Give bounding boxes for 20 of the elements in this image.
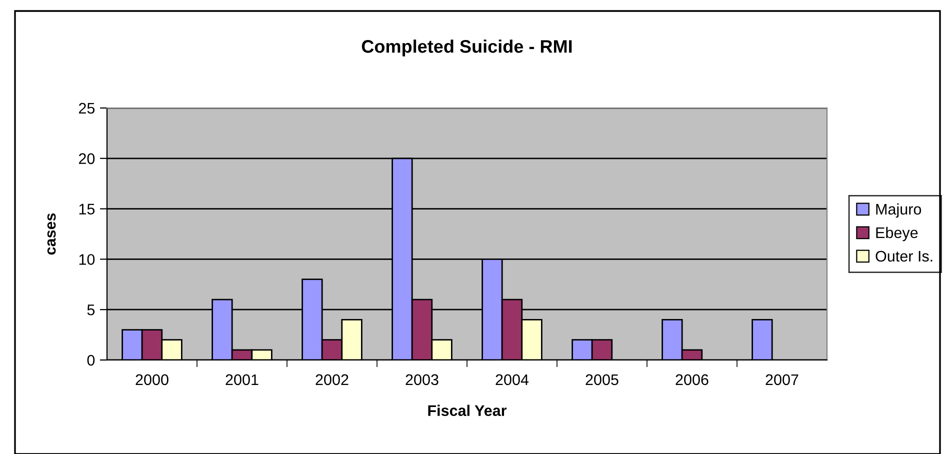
legend-label: Majuro xyxy=(876,203,922,218)
x-axis-title: Fiscal Year xyxy=(428,404,507,416)
y-tick-label: 15 xyxy=(79,204,95,214)
x-tick-label: 2001 xyxy=(226,374,258,386)
y-tick-label: 25 xyxy=(78,102,95,114)
x-tick-label: 2000 xyxy=(136,374,168,386)
y-tick-label: 20 xyxy=(78,153,95,164)
legend-label: Ebeye xyxy=(876,226,918,242)
legend-label: Outer Is. xyxy=(876,250,932,262)
x-tick-label: 2002 xyxy=(316,374,348,386)
y-tick-label: 0 xyxy=(87,354,95,366)
x-tick-label: 2007 xyxy=(766,374,798,386)
x-tick-label: 2005 xyxy=(586,374,618,386)
y-axis-title: cases xyxy=(47,213,56,255)
x-tick-label: 2003 xyxy=(406,374,438,386)
y-tick-label: 5 xyxy=(87,304,95,316)
x-tick-label: 2004 xyxy=(496,374,529,386)
chart-title: Completed Suicide - RMI xyxy=(362,40,572,56)
x-tick-label: 2006 xyxy=(676,374,708,386)
y-tick-label: 10 xyxy=(79,254,95,265)
